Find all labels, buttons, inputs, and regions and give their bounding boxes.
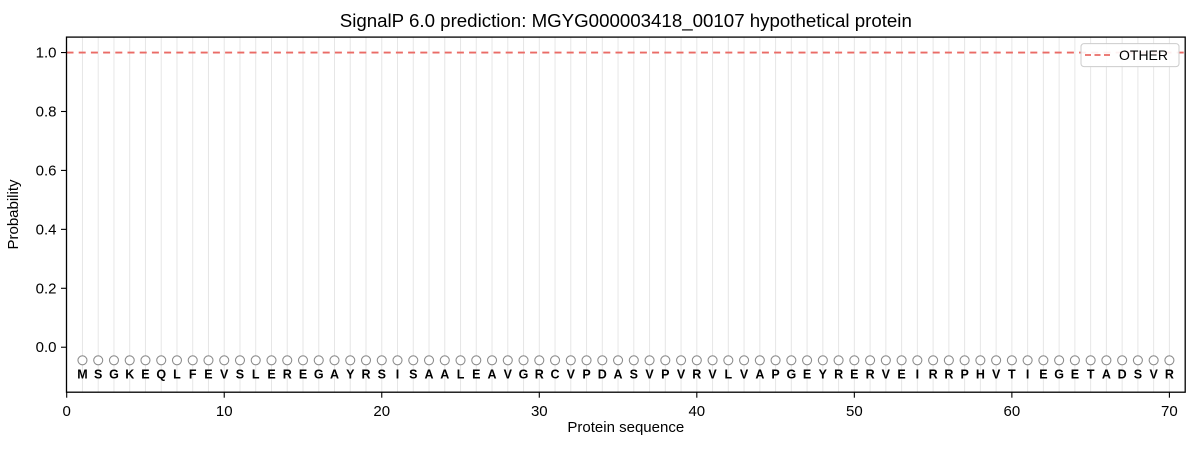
svg-text:G: G <box>1054 368 1064 382</box>
svg-text:E: E <box>1039 368 1047 382</box>
svg-text:R: R <box>535 368 544 382</box>
svg-text:R: R <box>692 368 701 382</box>
svg-text:10: 10 <box>216 403 233 420</box>
svg-text:L: L <box>252 368 260 382</box>
svg-text:0.4: 0.4 <box>36 221 57 238</box>
svg-text:V: V <box>882 368 891 382</box>
svg-text:0.0: 0.0 <box>36 339 57 356</box>
svg-text:S: S <box>630 368 638 382</box>
svg-text:S: S <box>409 368 417 382</box>
svg-text:A: A <box>755 368 764 382</box>
svg-text:D: D <box>1118 368 1127 382</box>
svg-text:50: 50 <box>846 403 863 420</box>
svg-text:R: R <box>1165 368 1174 382</box>
svg-text:R: R <box>866 368 875 382</box>
svg-text:E: E <box>267 368 275 382</box>
svg-text:H: H <box>976 368 985 382</box>
svg-text:E: E <box>897 368 905 382</box>
svg-text:S: S <box>94 368 102 382</box>
svg-text:60: 60 <box>1004 403 1021 420</box>
svg-text:0.8: 0.8 <box>36 103 57 120</box>
svg-text:C: C <box>551 368 560 382</box>
svg-text:M: M <box>77 368 87 382</box>
svg-text:R: R <box>361 368 370 382</box>
svg-text:L: L <box>457 368 465 382</box>
svg-text:OTHER: OTHER <box>1119 47 1168 63</box>
svg-text:G: G <box>109 368 119 382</box>
svg-text:A: A <box>614 368 623 382</box>
svg-text:R: R <box>834 368 843 382</box>
svg-text:S: S <box>1134 368 1142 382</box>
svg-text:E: E <box>299 368 307 382</box>
svg-text:A: A <box>1102 368 1111 382</box>
svg-text:E: E <box>472 368 480 382</box>
svg-text:I: I <box>916 368 919 382</box>
svg-text:V: V <box>708 368 717 382</box>
svg-text:E: E <box>204 368 212 382</box>
svg-text:G: G <box>519 368 529 382</box>
svg-text:0.2: 0.2 <box>36 280 57 297</box>
svg-text:P: P <box>582 368 590 382</box>
svg-text:E: E <box>803 368 811 382</box>
svg-text:Q: Q <box>156 368 166 382</box>
svg-text:1.0: 1.0 <box>36 45 57 62</box>
svg-text:A: A <box>440 368 449 382</box>
svg-text:30: 30 <box>531 403 548 420</box>
svg-text:V: V <box>645 368 654 382</box>
svg-text:R: R <box>944 368 953 382</box>
svg-text:Probability: Probability <box>5 179 22 250</box>
svg-text:Protein sequence: Protein sequence <box>567 419 684 436</box>
svg-text:A: A <box>425 368 434 382</box>
svg-text:E: E <box>1071 368 1079 382</box>
svg-text:V: V <box>220 368 229 382</box>
svg-text:E: E <box>141 368 149 382</box>
svg-text:P: P <box>661 368 669 382</box>
svg-text:I: I <box>396 368 399 382</box>
svg-text:T: T <box>1008 368 1016 382</box>
svg-text:0.6: 0.6 <box>36 162 57 179</box>
svg-text:V: V <box>677 368 686 382</box>
svg-text:Y: Y <box>346 368 355 382</box>
svg-text:20: 20 <box>373 403 390 420</box>
svg-text:S: S <box>378 368 386 382</box>
svg-text:P: P <box>960 368 968 382</box>
svg-text:L: L <box>173 368 181 382</box>
svg-text:G: G <box>786 368 796 382</box>
svg-text:0: 0 <box>63 403 71 420</box>
svg-text:A: A <box>488 368 497 382</box>
svg-text:A: A <box>330 368 339 382</box>
svg-text:70: 70 <box>1161 403 1178 420</box>
svg-text:F: F <box>189 368 197 382</box>
svg-text:R: R <box>929 368 938 382</box>
svg-text:Y: Y <box>819 368 828 382</box>
svg-text:L: L <box>724 368 732 382</box>
svg-text:E: E <box>850 368 858 382</box>
svg-text:V: V <box>992 368 1001 382</box>
svg-text:G: G <box>314 368 324 382</box>
svg-text:V: V <box>740 368 749 382</box>
svg-text:V: V <box>567 368 576 382</box>
svg-text:R: R <box>283 368 292 382</box>
svg-text:V: V <box>1149 368 1158 382</box>
svg-text:D: D <box>598 368 607 382</box>
svg-text:V: V <box>504 368 513 382</box>
svg-text:P: P <box>771 368 779 382</box>
svg-text:SignalP 6.0 prediction: MGYG00: SignalP 6.0 prediction: MGYG000003418_00… <box>340 10 912 32</box>
svg-text:S: S <box>236 368 244 382</box>
svg-text:T: T <box>1087 368 1095 382</box>
svg-text:K: K <box>125 368 134 382</box>
svg-text:40: 40 <box>688 403 705 420</box>
svg-text:I: I <box>1026 368 1029 382</box>
